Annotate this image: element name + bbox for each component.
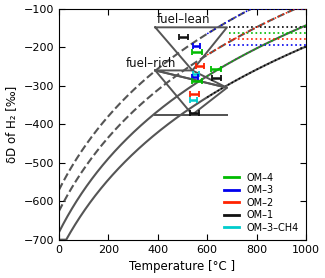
Y-axis label: δD of H₂ [‰]: δD of H₂ [‰]: [5, 86, 18, 163]
Text: fuel–rich: fuel–rich: [125, 58, 176, 70]
Text: fuel–lean: fuel–lean: [156, 13, 210, 26]
X-axis label: Temperature [°C ]: Temperature [°C ]: [129, 260, 236, 273]
Legend: OM–4, OM–3, OM–2, OM–1, OM–3–CH4: OM–4, OM–3, OM–2, OM–1, OM–3–CH4: [224, 173, 299, 233]
